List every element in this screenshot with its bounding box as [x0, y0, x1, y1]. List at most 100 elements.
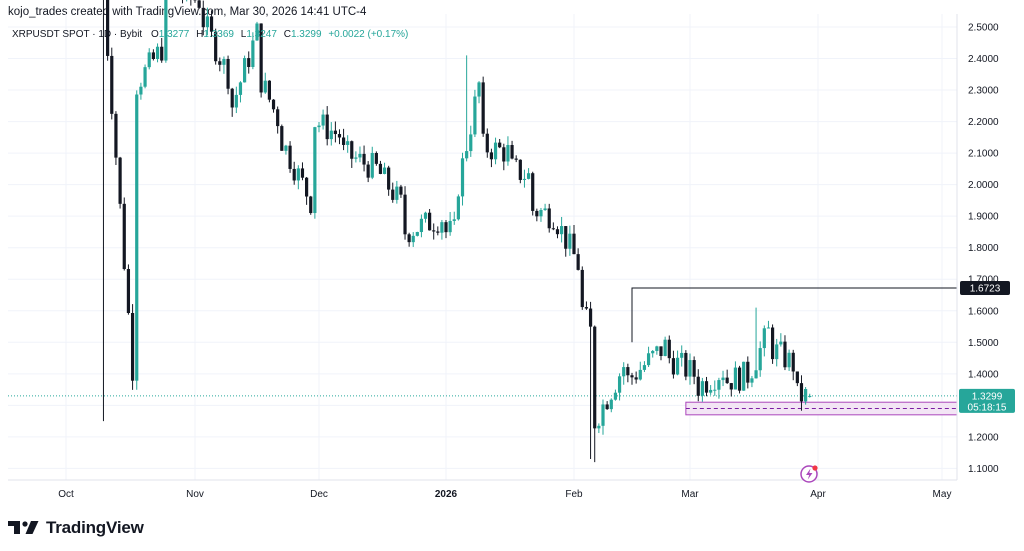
candle-body [432, 230, 436, 232]
candle-body [551, 228, 555, 230]
candle-body [593, 326, 597, 429]
candle-body [572, 233, 576, 255]
x-tick-label: May [933, 489, 952, 500]
candle-body [415, 232, 419, 236]
candle-body [419, 218, 424, 233]
legend-open-value: 1.3277 [159, 29, 190, 40]
legend-close-label: C [284, 29, 291, 40]
candle-body [313, 127, 317, 214]
candle-body [808, 395, 812, 397]
candle-body [758, 348, 762, 371]
candle-body [407, 234, 411, 243]
y-tick-label: 2.5000 [968, 23, 999, 34]
candle-body [267, 80, 271, 100]
candle-body [555, 229, 560, 235]
candle-body [692, 360, 696, 377]
y-tick-label: 2.4000 [968, 54, 999, 65]
candle-body [531, 173, 535, 211]
candle-body [143, 67, 147, 87]
candle-body [255, 23, 259, 41]
candle-body [613, 392, 618, 400]
candle-body [387, 167, 391, 190]
candle-body [709, 389, 713, 393]
candle-body [139, 86, 143, 95]
candle-body [423, 212, 428, 219]
candle-body [700, 381, 704, 396]
candle-body [284, 145, 288, 151]
candle-body [704, 381, 709, 393]
time-axis[interactable]: Oct Nov Dec 2026 Feb Mar Apr May [58, 489, 951, 500]
candle-body [522, 178, 527, 180]
legend: XRPUSDT SPOT · 1D · Bybit O1.3277 H1.336… [12, 29, 408, 40]
candle-body [547, 208, 551, 229]
candle-body [403, 194, 407, 235]
candle-body [118, 157, 122, 204]
candle-body [799, 383, 804, 402]
candle-body [584, 307, 589, 309]
candle-body [259, 23, 263, 93]
footer: TradingView [8, 516, 144, 540]
legend-high-value: 1.3369 [203, 29, 234, 40]
candle-body [717, 380, 721, 390]
candle-body [543, 208, 547, 211]
brand-name: TradingView [46, 518, 144, 537]
y-tick-label: 1.6000 [968, 306, 999, 317]
candle-body [151, 52, 155, 59]
candle-body [783, 341, 787, 368]
candle-body [742, 361, 746, 391]
price-chart[interactable]: XRPUSDT SPOT · 1D · Bybit O1.3277 H1.336… [0, 0, 1024, 510]
x-tick-label: Oct [58, 489, 74, 500]
legend-open-label: O [151, 29, 159, 40]
candle-body [667, 339, 671, 359]
x-tick-label: Nov [186, 489, 204, 500]
candle-body [733, 367, 738, 390]
candle-body [754, 370, 758, 379]
candle-body [622, 367, 626, 377]
legend-close-value: 1.3299 [291, 29, 322, 40]
candle-body [634, 377, 638, 380]
candle-body [440, 222, 444, 233]
legend-low-value: 1.3247 [246, 29, 277, 40]
y-tick-label: 2.1000 [968, 149, 999, 160]
candle-body [411, 235, 415, 243]
candle-body [222, 59, 226, 65]
price-axis[interactable]: 2.5000 2.4000 2.3000 2.2000 2.1000 2.0000 1.90… [968, 23, 999, 475]
candle-body [122, 203, 126, 270]
candle-body [609, 399, 613, 410]
candle-body [485, 133, 489, 153]
candle-body [580, 269, 584, 308]
candle-body [696, 376, 700, 396]
lightning-event-icon[interactable] [800, 465, 818, 483]
candle-body [481, 82, 485, 134]
candle-body [205, 16, 209, 28]
y-tick-label: 2.0000 [968, 180, 999, 191]
candle-body [230, 88, 234, 108]
candle-body [597, 425, 601, 429]
candle-body [526, 173, 531, 179]
legend-high-label: H [196, 29, 203, 40]
candle-body [506, 145, 510, 162]
candle-body [370, 152, 374, 178]
candle-body [502, 147, 506, 162]
candle-body [378, 163, 383, 174]
y-tick-label: 1.8000 [968, 243, 999, 254]
candle-body [655, 346, 659, 351]
candle-body [288, 145, 292, 169]
candle-body [560, 226, 564, 235]
candle-body [160, 46, 164, 61]
last-price-tag: 1.3299 05:18:15 [959, 388, 1015, 413]
candle-body [601, 404, 605, 426]
candle-body [362, 153, 366, 165]
y-tick-label: 1.7000 [968, 275, 999, 286]
candle-body [436, 231, 440, 233]
candle-body [164, 0, 168, 61]
candle-body [642, 365, 647, 370]
candle-body [243, 58, 247, 83]
candle-body [309, 196, 313, 214]
candle-body [296, 168, 300, 181]
candle-body [465, 151, 469, 159]
candle-body [382, 167, 387, 174]
candle-body [493, 142, 498, 160]
candle-body [779, 341, 783, 345]
x-tick-label: 2026 [435, 489, 458, 500]
